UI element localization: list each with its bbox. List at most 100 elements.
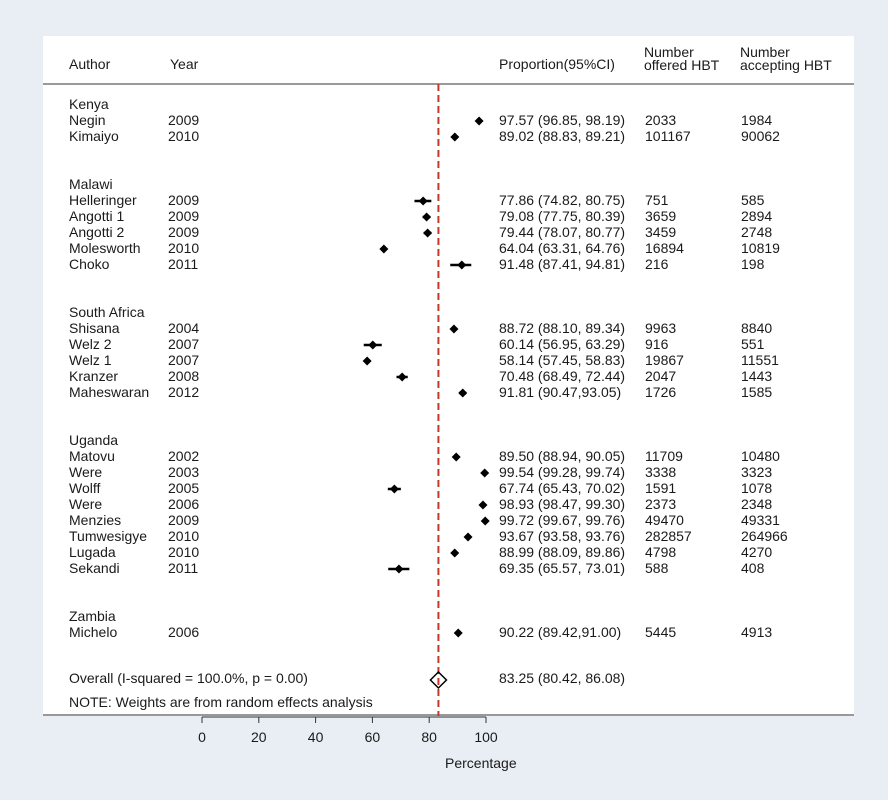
study-author: Helleringer [69,192,137,208]
point-estimate-marker [379,244,389,254]
study-accepting: 585 [741,192,765,208]
study-offered: 216 [645,256,669,272]
study-offered: 2373 [645,496,677,512]
study-author: Molesworth [69,240,141,256]
x-tick-label: 40 [307,729,324,745]
study-ci-text: 79.08 (77.75, 80.39) [499,208,626,224]
study-ci-text: 89.02 (88.83, 89.21) [499,128,626,144]
study-year: 2009 [168,512,200,528]
header-author: Author [69,56,111,72]
group-label: Malawi [69,176,113,192]
point-estimate-marker [453,628,463,638]
group-label: Kenya [69,96,109,112]
overall-diamond [429,670,448,690]
study-offered: 101167 [645,128,691,144]
point-estimate-marker [450,548,460,558]
group-label: South Africa [69,304,145,320]
study-offered: 2047 [645,368,677,384]
x-axis-title: Percentage [445,755,517,771]
header-year: Year [170,56,199,72]
study-accepting: 1585 [741,384,773,400]
study-author: Were [69,464,103,480]
note-text: NOTE: Weights are from random effects an… [69,694,373,710]
study-year: 2012 [168,384,200,400]
study-author: Matovu [69,448,115,464]
study-offered: 282857 [645,528,692,544]
header-proportion: Proportion(95%CI) [499,56,615,72]
study-accepting: 2748 [741,224,773,240]
study-author: Michelo [69,624,118,640]
study-ci-text: 64.04 (63.31, 64.76) [499,240,626,256]
study-author: Tumwesigye [69,528,148,544]
point-estimate-marker [389,484,399,494]
study-ci-text: 97.57 (96.85, 98.19) [499,112,626,128]
study-accepting: 2348 [741,496,773,512]
study-author: Choko [69,256,110,272]
study-year: 2003 [168,464,200,480]
study-accepting: 4270 [741,544,773,560]
study-year: 2006 [168,624,200,640]
study-accepting: 2894 [741,208,773,224]
study-ci-text: 98.93 (98.47, 99.30) [499,496,626,512]
study-author: Negin [69,112,106,128]
study-author: Maheswaran [69,384,150,400]
study-year: 2009 [168,192,200,208]
study-ci-text: 99.72 (99.67, 99.76) [499,512,626,528]
study-ci-text: 79.44 (78.07, 80.77) [499,224,626,240]
point-estimate-marker [423,228,433,238]
study-offered: 49470 [645,512,684,528]
study-year: 2004 [168,320,200,336]
study-author: Angotti 2 [69,224,125,240]
study-year: 2006 [168,496,200,512]
header-offered-line2: offered HBT [644,57,720,73]
point-estimate-marker [463,532,473,542]
study-year: 2010 [168,240,200,256]
study-offered: 3659 [645,208,677,224]
point-estimate-marker [450,132,460,142]
study-author: Wolff [69,480,101,496]
study-year: 2010 [168,544,200,560]
study-offered: 5445 [645,624,677,640]
header-accepting-line2: accepting HBT [740,57,832,73]
study-ci-text: 60.14 (56.95, 63.29) [499,336,626,352]
study-accepting: 10819 [741,240,780,256]
study-offered: 9963 [645,320,677,336]
study-author: Kranzer [69,368,119,384]
study-ci-text: 67.74 (65.43, 70.02) [499,480,626,496]
overall-label: Overall (I-squared = 100.0%, p = 0.00) [69,670,308,686]
study-offered: 751 [645,192,669,208]
forest-plot-panel: Author Year Proportion(95%CI) Number off… [43,36,854,716]
study-year: 2005 [168,480,200,496]
study-accepting: 8840 [741,320,773,336]
study-author: Sekandi [69,560,120,576]
study-offered: 19867 [645,352,684,368]
study-year: 2002 [168,448,200,464]
study-accepting: 1984 [741,112,773,128]
study-offered: 3338 [645,464,677,480]
study-accepting: 198 [741,256,765,272]
study-accepting: 1078 [741,480,773,496]
study-ci-text: 90.22 (89.42,91.00) [499,624,622,640]
point-estimate-marker [418,196,428,206]
study-year: 2009 [168,112,200,128]
header-accepting-line1: Number [740,44,790,60]
study-ci-text: 88.72 (88.10, 89.34) [499,320,626,336]
group-label: Uganda [69,432,119,448]
study-author: Angotti 1 [69,208,125,224]
study-author: Lugada [69,544,116,560]
study-offered: 588 [645,560,669,576]
x-tick-label: 80 [421,729,437,745]
study-author: Were [69,496,103,512]
study-ci-text: 77.86 (74.82, 80.75) [499,192,626,208]
study-ci-text: 58.14 (57.45, 58.83) [499,352,626,368]
point-estimate-marker [368,340,378,350]
point-estimate-marker [458,388,468,398]
header-offered-line1: Number [644,44,694,60]
study-author: Welz 1 [69,352,112,368]
study-offered: 16894 [645,240,684,256]
study-accepting: 551 [741,336,765,352]
x-tick-label: 20 [251,729,267,745]
point-estimate-marker [362,356,372,366]
study-year: 2010 [168,528,200,544]
study-year: 2011 [168,560,199,576]
